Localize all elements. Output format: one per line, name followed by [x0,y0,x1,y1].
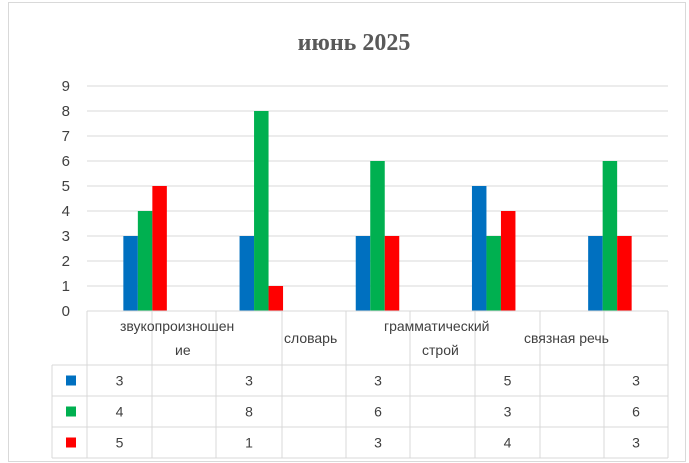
table-value: 6 [374,404,382,420]
table-value: 1 [245,435,253,451]
bar [123,236,138,311]
bar [254,111,269,311]
y-tick-label: 3 [62,228,70,245]
y-tick-label: 8 [62,103,70,120]
bar [486,236,501,311]
chart-frame [8,2,686,462]
table-value: 3 [632,373,640,389]
bar [384,236,400,311]
bars [123,111,632,311]
category-label: строй [422,342,459,358]
y-tick-label: 7 [62,128,70,145]
bar [239,236,255,311]
table-value: 5 [116,435,124,451]
legend-key [66,437,76,448]
category-label: ие [175,342,191,358]
table-value: 3 [504,404,512,420]
bar [500,211,516,311]
y-tick-label: 2 [62,253,70,270]
table-value: 8 [245,404,253,420]
bar [617,236,632,311]
table-value: 6 [632,404,640,420]
y-tick-label: 0 [62,303,70,320]
y-tick-label: 1 [62,278,70,295]
bar [588,236,603,311]
category-label: звукопроизношен [120,318,234,334]
y-tick-label: 4 [62,203,70,220]
table-value: 5 [504,373,512,389]
y-tick-label: 6 [62,153,70,170]
bar [152,186,167,311]
table-value: 3 [374,373,382,389]
bar [370,161,385,311]
chart-title: июнь 2025 [298,30,411,56]
category-label: грамматический [384,318,490,334]
category-label: словарь [284,330,337,346]
table-value: 3 [245,373,253,389]
bar [471,186,487,311]
table-value: 3 [374,435,382,451]
legend-key [66,406,76,417]
legend-key [66,375,76,386]
table-value: 4 [116,404,124,420]
table-value: 3 [632,435,640,451]
bar [137,211,153,311]
bar [602,161,618,311]
category-label: связная речь [524,330,609,346]
bar [355,236,371,311]
table-value: 4 [504,435,512,451]
y-axis-ticks: 0 1 2 3 4 5 6 7 8 9 [62,78,70,320]
bar [268,286,284,311]
table-value: 3 [116,373,124,389]
data-table: звукопроизношен ие словарь грамматический ст… [51,310,669,459]
y-tick-label: 9 [62,78,70,95]
y-tick-label: 5 [62,178,70,195]
